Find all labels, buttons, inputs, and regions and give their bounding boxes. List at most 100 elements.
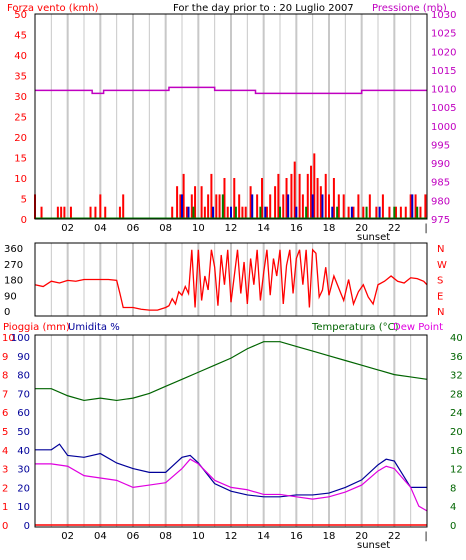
dewpoint-axis-title: Dew Point (393, 322, 443, 333)
temperature-y-tick-label: 24 (450, 408, 463, 419)
wind-gust-bar (411, 194, 414, 219)
pressure-y-tick-label: 975 (431, 215, 450, 226)
humidity-y-tick-label: 50 (17, 427, 30, 438)
temperature-y-tick-label: 20 (450, 427, 463, 438)
wind-speed-bar (313, 153, 316, 219)
wind-calm-bar (234, 206, 237, 219)
wind-speed-bar (256, 194, 259, 219)
humidity-y-tick-label: 60 (17, 408, 30, 419)
wind-speed-bar (238, 194, 241, 219)
humidity-x-tick-label: 04 (94, 531, 107, 542)
wind-speed-bar (226, 206, 229, 219)
direction-y-tick-label: 90 (4, 291, 17, 302)
rain-y-tick-label: 7 (2, 389, 8, 400)
temperature-y-tick-label: 8 (450, 483, 456, 494)
wind-speed-bar (40, 206, 43, 219)
wind-speed-bar (207, 194, 210, 219)
wind-gust-bar (251, 194, 254, 219)
rain-y-tick-label: 9 (2, 352, 8, 363)
temperature-y-tick-label: 32 (450, 371, 463, 382)
wind-speed-bar (419, 206, 422, 219)
wind-speed-bar (122, 194, 125, 219)
wind-x-tick-label: 18 (323, 223, 336, 234)
pressure-y-tick-label: 1000 (431, 122, 456, 133)
humidity-y-tick-label: 80 (17, 371, 30, 382)
wind-x-tick-label: 14 (257, 223, 270, 234)
temperature-y-tick-label: 0 (450, 521, 456, 532)
sunset-label-bottom: sunset (357, 540, 390, 551)
wind-speed-bar (328, 194, 330, 219)
pressure-y-tick-label: 990 (431, 159, 450, 170)
wind-speed-bar (342, 194, 345, 219)
wind-x-tick-label: 16 (290, 223, 303, 234)
pressure-axis-title: Pressione (mb) (372, 3, 447, 14)
humidity-x-tick-label: 14 (257, 531, 270, 542)
wind-axis-title: Forza vento (kmh) (7, 3, 99, 14)
wind-speed-bar (265, 206, 268, 219)
wind-speed-bar (409, 194, 412, 219)
wind-speed-bar (194, 186, 197, 219)
direction-compass-label: N (437, 307, 444, 318)
humidity-x-tick-label: 02 (61, 531, 74, 542)
wind-speed-bar (298, 173, 301, 219)
wind-speed-bar (399, 206, 402, 219)
humidity-temperature-frame (34, 334, 428, 528)
wind-speed-bar (94, 206, 97, 219)
wind-speed-bar (182, 173, 185, 219)
wind-x-tick-label: 10 (192, 223, 205, 234)
wind-calm-bar (336, 206, 339, 219)
wind-speed-bar (200, 186, 203, 219)
pressure-y-tick-label: 1010 (431, 85, 456, 96)
chart-date-title: For the day prior to : 20 Luglio 2007 (173, 3, 354, 14)
wind-speed-bar (414, 194, 417, 219)
temperature-y-tick-label: 40 (450, 333, 463, 344)
humidity-x-tick-label: 12 (225, 531, 238, 542)
humidity-axis-title: Umidita % (68, 322, 120, 333)
wind-direction-panel: 0 N 90 E 180 S 270 W 360 N (4, 242, 447, 318)
direction-y-tick-label: 0 (4, 307, 10, 318)
wind-speed-bar (394, 206, 397, 219)
wind-speed-bar (241, 206, 244, 219)
humidity-y-tick-label: 40 (17, 446, 30, 457)
wind-speed-bar (171, 206, 174, 219)
pressure-y-tick-label: 1005 (431, 103, 456, 114)
humidity-x-tick-label: 08 (159, 531, 172, 542)
humidity-line (35, 443, 427, 498)
wind-speed-bar (261, 178, 264, 219)
wind-speed-bar (89, 206, 92, 219)
wind-speed-bar (285, 178, 288, 219)
wind-speed-bar (293, 161, 296, 219)
rain-y-tick-label: 3 (2, 465, 8, 476)
wind-speed-bar (368, 194, 371, 219)
humidity-x-tick-label: 16 (290, 531, 303, 542)
wind-speed-bar (316, 178, 319, 219)
wind-speed-bar (249, 186, 252, 219)
humidity-y-tick-label: 100 (11, 333, 30, 344)
wind-speed-bar (362, 206, 365, 219)
wind-gust-bar (378, 206, 381, 219)
wind-x-tick-label: 06 (127, 223, 140, 234)
wind-gust-bar (230, 206, 232, 219)
wind-gust-bar (350, 206, 353, 219)
wind-speed-bar (218, 194, 221, 219)
wind-calm-bar (305, 206, 308, 219)
wind-speed-bar (56, 206, 59, 219)
wind-calm-bar (192, 206, 195, 219)
wind-gust-bar (212, 206, 215, 219)
humidity-y-tick-label: 20 (17, 483, 30, 494)
pressure-y-tick-label: 1015 (431, 66, 456, 77)
wind-y-tick-label: 0 (21, 215, 27, 226)
humidity-temperature-panel: 0 01 102 203 304 405 506 607 708 809 9010100048121… (2, 333, 463, 551)
wind-speed-bar (290, 173, 293, 219)
wind-y-tick-label: 25 (14, 113, 27, 124)
humidity-x-tick-label: 18 (323, 531, 336, 542)
humidity-x-tick-label: 22 (388, 531, 401, 542)
wind-x-tick-label: 04 (94, 223, 107, 234)
wind-x-tick-label: 20 (355, 223, 368, 234)
wind-gust-bar (331, 206, 334, 219)
wind-y-tick-label: 40 (14, 51, 27, 62)
direction-compass-label: S (437, 276, 443, 287)
rain-y-tick-label: 8 (2, 371, 8, 382)
humidity-y-tick-label: 10 (17, 502, 30, 513)
